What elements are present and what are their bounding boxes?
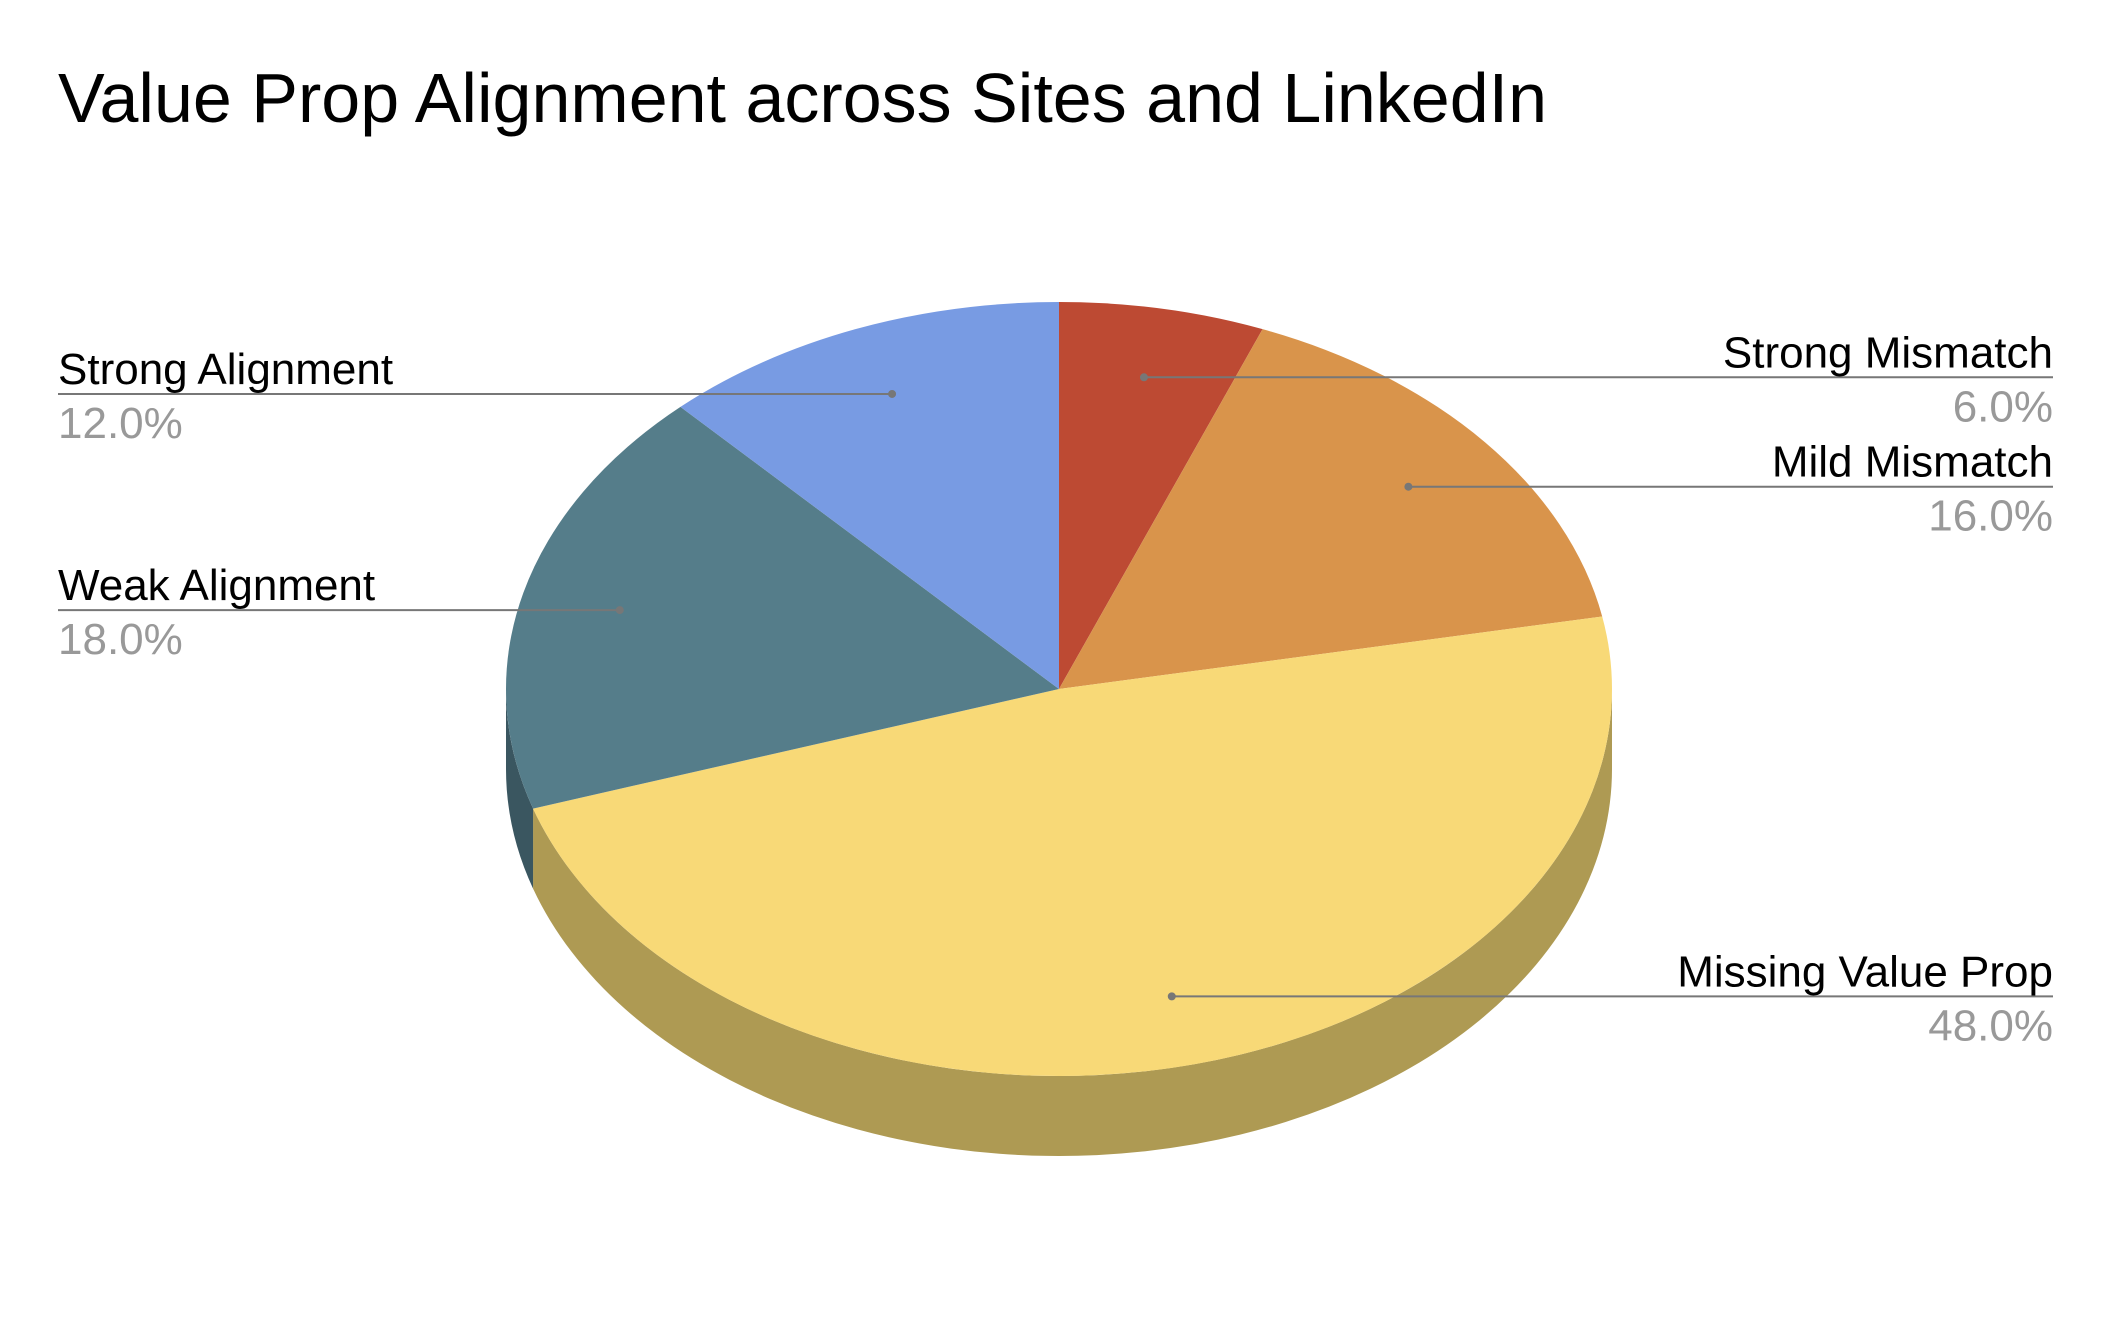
leader-dot-mild-mismatch [1404, 482, 1413, 491]
slice-value-strong-mismatch: 6.0% [1953, 382, 2053, 431]
slice-label-weak-alignment: Weak Alignment [58, 561, 375, 610]
slice-label-mild-mismatch: Mild Mismatch [1772, 438, 2053, 487]
pie-slice-strong-mismatch [1059, 302, 1263, 689]
chart-title: Value Prop Alignment across Sites and Li… [58, 59, 1548, 137]
pie-slice-missing-value-prop [533, 616, 1613, 1077]
pie-slice-strong-alignment [680, 302, 1059, 689]
slice-label-strong-alignment: Strong Alignment [58, 345, 393, 394]
slice-label-missing-value-prop: Missing Value Prop [1677, 947, 2053, 996]
pie-slice-mild-mismatch [1059, 329, 1603, 689]
slice-value-weak-alignment: 18.0% [58, 615, 183, 664]
pie-labels: Strong Mismatch 6.0% Mild Mismatch 16.0% Mis… [58, 328, 2053, 1050]
leader-dot-missing-value-prop [1167, 992, 1176, 1001]
leader-dot-weak-alignment [615, 606, 624, 615]
pie-side-walls [506, 689, 1613, 1156]
slice-value-missing-value-prop: 48.0% [1928, 1001, 2053, 1050]
pie-slice-weak-alignment [505, 406, 1059, 809]
slice-label-strong-mismatch: Strong Mismatch [1723, 328, 2053, 377]
leader-dot-strong-mismatch [1139, 373, 1148, 382]
slice-value-mild-mismatch: 16.0% [1928, 492, 2053, 541]
pie-side-missing-value-prop [533, 689, 1613, 1156]
pie-slices [505, 302, 1613, 1077]
pie-side-weak-alignment [506, 689, 534, 889]
slice-value-strong-alignment: 12.0% [58, 399, 183, 448]
leader-dot-strong-alignment [888, 389, 897, 398]
